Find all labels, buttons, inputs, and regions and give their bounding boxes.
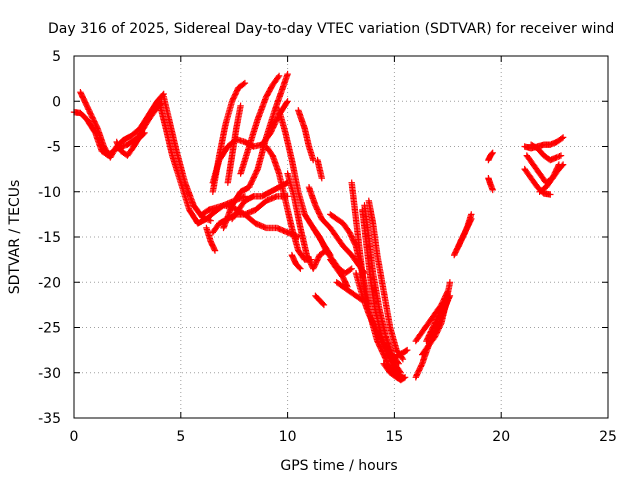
y-tick-label: -30 (38, 366, 61, 382)
series-trace (237, 72, 283, 177)
plus-markers (333, 279, 366, 304)
y-tick-label: 0 (52, 94, 61, 110)
series-trace (333, 279, 366, 304)
plus-markers (284, 170, 330, 272)
series-trace (263, 143, 315, 263)
series-trace (423, 292, 454, 345)
series-trace (365, 197, 407, 363)
series-trace (224, 102, 244, 186)
axis-ticks: 0 5 10 15 20 25 5 0 -5 -10 -15 -20 -25 -30 -35 (38, 49, 617, 445)
y-tick-label: -10 (38, 185, 61, 201)
series-trace (485, 149, 496, 164)
series-trace (455, 215, 475, 250)
series-trace (295, 107, 317, 164)
series-trace (314, 156, 325, 182)
x-tick-label: 25 (599, 429, 617, 445)
plus-markers (380, 360, 409, 384)
plus-markers (327, 256, 351, 290)
series-trace (284, 170, 330, 272)
plus-markers (160, 93, 214, 224)
plus-markers (224, 102, 244, 186)
chart-title: Day 316 of 2025, Sidereal Day-to-day VTE… (48, 21, 614, 37)
plus-markers (203, 224, 219, 254)
series-trace (380, 360, 409, 384)
x-tick-label: 20 (492, 429, 510, 445)
plus-markers (365, 197, 407, 363)
y-tick-label: -25 (38, 321, 61, 337)
series-trace (521, 134, 567, 152)
y-tick-label: -15 (38, 230, 61, 246)
series-trace (536, 161, 567, 195)
series-trace (485, 175, 496, 194)
plus-markers (536, 161, 567, 195)
series-trace (288, 251, 304, 272)
x-axis-label: GPS time / hours (280, 458, 397, 474)
series-trace (327, 256, 351, 290)
plus-markers (312, 292, 328, 309)
plus-markers (237, 72, 283, 177)
plus-markers (113, 129, 148, 159)
plus-markers (485, 149, 496, 164)
series-trace (312, 292, 328, 309)
plus-markers (423, 292, 454, 345)
series-trace (160, 93, 214, 224)
plus-markers (295, 107, 317, 164)
series-trace (203, 224, 219, 254)
y-tick-label: 5 (52, 49, 61, 65)
y-tick-label: -20 (38, 275, 61, 291)
x-tick-label: 10 (279, 429, 297, 445)
plus-markers (455, 215, 475, 250)
plus-markers (521, 134, 567, 152)
x-tick-label: 5 (176, 429, 185, 445)
plus-markers (288, 251, 304, 272)
data-marks (70, 70, 567, 384)
plus-markers (382, 342, 411, 363)
x-tick-label: 15 (385, 429, 403, 445)
series-trace (113, 129, 148, 159)
y-tick-label: -5 (47, 140, 61, 156)
grid (74, 56, 608, 418)
y-axis-label: SDTVAR / TECUs (7, 180, 23, 295)
series-trace (382, 342, 411, 363)
plus-markers (485, 175, 496, 194)
plus-markers (263, 143, 315, 263)
x-tick-label: 0 (70, 429, 79, 445)
plus-markers (314, 156, 325, 182)
y-tick-label: -35 (38, 411, 61, 427)
